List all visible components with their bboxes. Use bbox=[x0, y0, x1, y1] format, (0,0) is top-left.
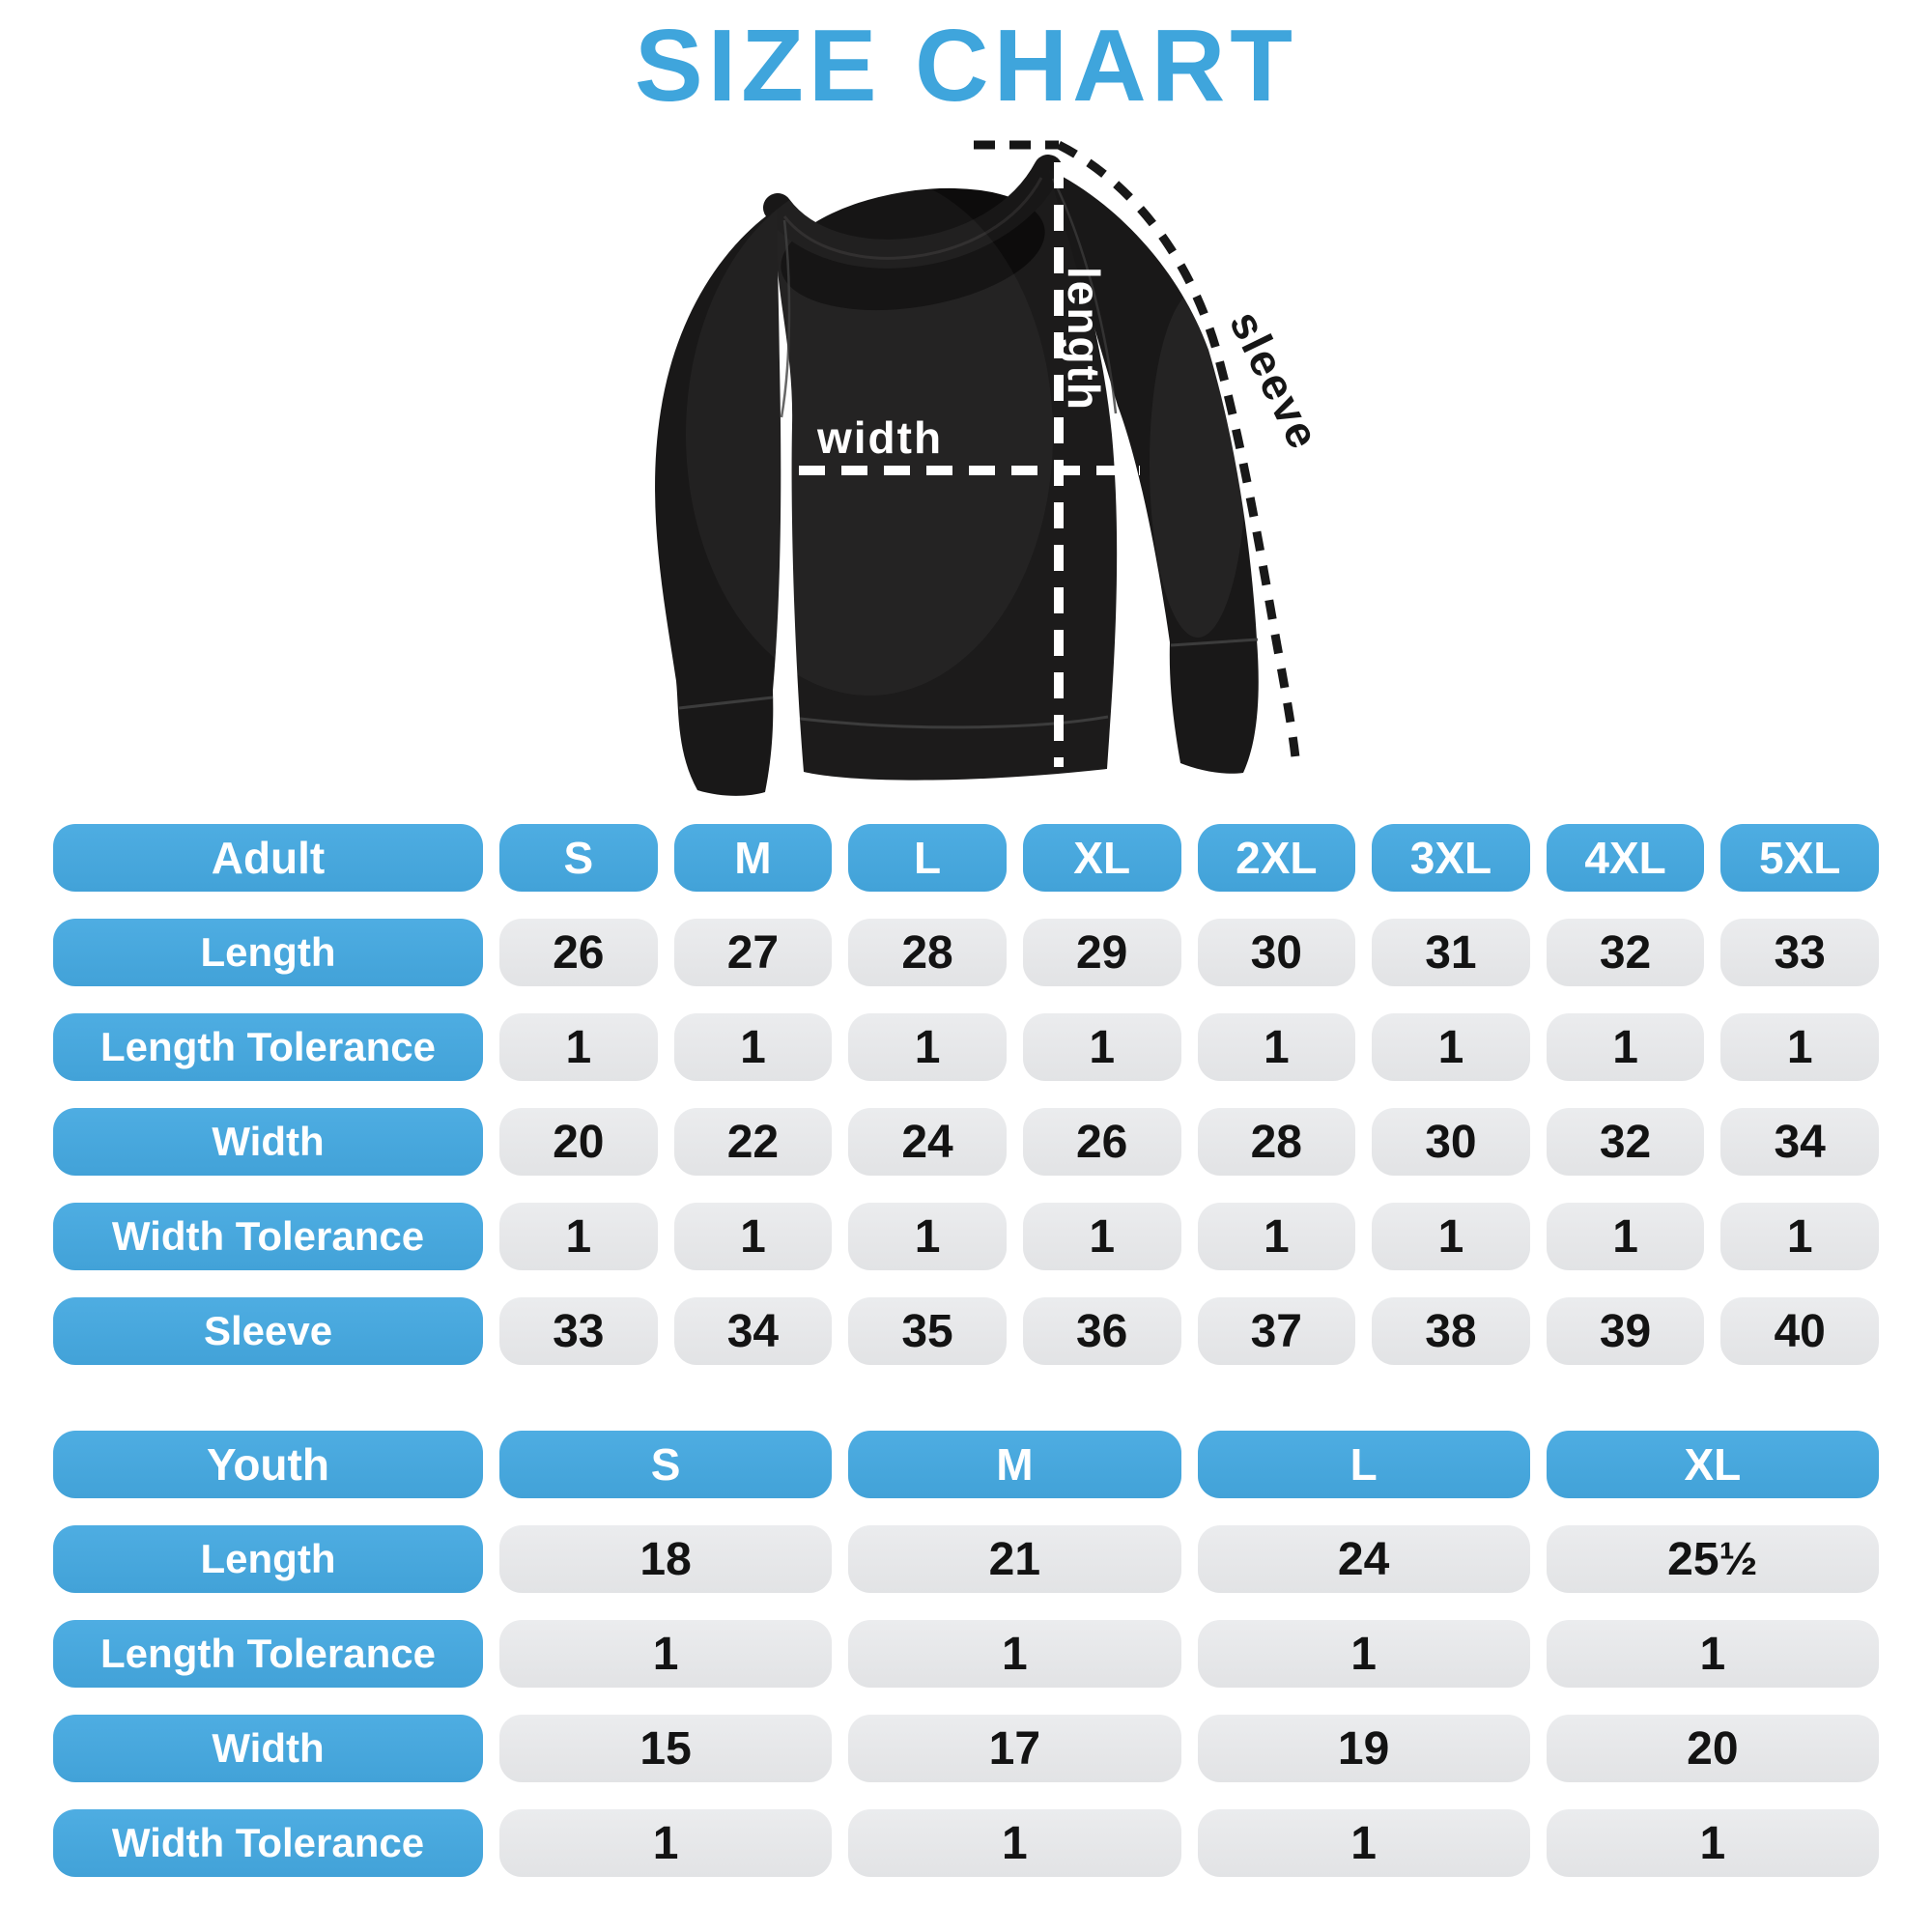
value-cell: 31 bbox=[1372, 919, 1530, 986]
value-cell: 1 bbox=[1022, 1013, 1181, 1081]
size-column-header: M bbox=[673, 824, 833, 892]
size-column-header: 4XL bbox=[1546, 824, 1705, 892]
value-cell: 1 bbox=[673, 1013, 833, 1081]
value-cell: 20 bbox=[1546, 1715, 1879, 1782]
row-label: Length Tolerance bbox=[53, 1620, 483, 1688]
row-label: Width bbox=[53, 1108, 483, 1176]
value-cell: 1 bbox=[1197, 1203, 1356, 1270]
value-cell: 1 bbox=[1197, 1809, 1530, 1877]
value-cell: 1 bbox=[499, 1809, 833, 1877]
value-cell: 25½ bbox=[1546, 1525, 1879, 1593]
value-cell: 20 bbox=[499, 1108, 658, 1176]
value-cell: 17 bbox=[848, 1715, 1181, 1782]
value-cell: 37 bbox=[1197, 1297, 1356, 1365]
left-sleeve-seam bbox=[780, 219, 791, 418]
size-column-header: S bbox=[499, 1431, 833, 1498]
value-cell: 21 bbox=[848, 1525, 1181, 1593]
row-label: Width bbox=[53, 1715, 483, 1782]
value-cell: 28 bbox=[848, 919, 1007, 986]
value-cell: 15 bbox=[499, 1715, 833, 1782]
value-cell: 1 bbox=[1546, 1013, 1705, 1081]
collar-seam bbox=[782, 177, 1043, 260]
value-cell: 18 bbox=[499, 1525, 833, 1593]
value-cell: 1 bbox=[1546, 1203, 1705, 1270]
value-cell: 27 bbox=[673, 919, 833, 986]
value-cell: 24 bbox=[848, 1108, 1007, 1176]
waistband-seam bbox=[799, 715, 1109, 729]
value-cell: 39 bbox=[1546, 1297, 1705, 1365]
value-cell: 1 bbox=[1546, 1620, 1879, 1688]
size-column-header: L bbox=[848, 824, 1007, 892]
value-cell: 1 bbox=[1372, 1013, 1530, 1081]
value-cell: 38 bbox=[1372, 1297, 1530, 1365]
row-label: Length bbox=[53, 1525, 483, 1593]
row-label: Width Tolerance bbox=[53, 1203, 483, 1270]
sleeve-measure-line bbox=[1056, 140, 1300, 758]
size-column-header: XL bbox=[1022, 824, 1181, 892]
value-cell: 1 bbox=[1720, 1013, 1879, 1081]
value-cell: 35 bbox=[848, 1297, 1007, 1365]
left-sleeve bbox=[655, 208, 781, 796]
size-column-header: M bbox=[848, 1431, 1181, 1498]
row-label: Length Tolerance bbox=[53, 1013, 483, 1081]
row-label: Width Tolerance bbox=[53, 1809, 483, 1877]
value-cell: 24 bbox=[1197, 1525, 1530, 1593]
value-cell: 33 bbox=[1720, 919, 1879, 986]
value-cell: 1 bbox=[1372, 1203, 1530, 1270]
left-cuff-seam bbox=[678, 696, 774, 710]
adult-size-table: Adult S M L XL 2XL 3XL 4XL 5XL Length 26 27 28 29 30 31… bbox=[53, 824, 1879, 1365]
value-cell: 1 bbox=[673, 1203, 833, 1270]
value-cell: 30 bbox=[1372, 1108, 1530, 1176]
row-label: Sleeve bbox=[53, 1297, 483, 1365]
right-cuff-seam bbox=[1170, 638, 1259, 647]
value-cell: 40 bbox=[1720, 1297, 1879, 1365]
value-cell: 1 bbox=[1546, 1809, 1879, 1877]
fabric-sheen bbox=[686, 174, 1053, 696]
value-cell: 1 bbox=[1720, 1203, 1879, 1270]
value-cell: 1 bbox=[1197, 1620, 1530, 1688]
value-cell: 32 bbox=[1546, 919, 1705, 986]
size-column-header: XL bbox=[1546, 1431, 1879, 1498]
length-label: length bbox=[1059, 267, 1109, 412]
value-cell: 1 bbox=[1022, 1203, 1181, 1270]
value-cell: 1 bbox=[848, 1620, 1181, 1688]
value-cell: 1 bbox=[1197, 1013, 1356, 1081]
value-cell: 26 bbox=[499, 919, 658, 986]
value-cell: 34 bbox=[673, 1297, 833, 1365]
right-sleeve-seam bbox=[1051, 178, 1118, 414]
value-cell: 1 bbox=[499, 1620, 833, 1688]
value-cell: 32 bbox=[1546, 1108, 1705, 1176]
value-cell: 29 bbox=[1022, 919, 1181, 986]
value-cell: 1 bbox=[499, 1013, 658, 1081]
size-column-header: 2XL bbox=[1197, 824, 1356, 892]
size-column-header: L bbox=[1197, 1431, 1530, 1498]
size-column-header: 5XL bbox=[1720, 824, 1879, 892]
value-cell: 28 bbox=[1197, 1108, 1356, 1176]
table-header-label: Youth bbox=[53, 1431, 483, 1498]
value-cell: 33 bbox=[499, 1297, 658, 1365]
value-cell: 34 bbox=[1720, 1108, 1879, 1176]
width-label: width bbox=[816, 412, 943, 463]
page-title: SIZE CHART bbox=[635, 9, 1297, 123]
size-column-header: 3XL bbox=[1372, 824, 1530, 892]
table-header-label: Adult bbox=[53, 824, 483, 892]
value-cell: 1 bbox=[499, 1203, 658, 1270]
value-cell: 1 bbox=[848, 1203, 1007, 1270]
value-cell: 19 bbox=[1197, 1715, 1530, 1782]
value-cell: 36 bbox=[1022, 1297, 1181, 1365]
size-column-header: S bbox=[499, 824, 658, 892]
value-cell: 30 bbox=[1197, 919, 1356, 986]
row-label: Length bbox=[53, 919, 483, 986]
youth-size-table: Youth S M L XL Length 18 21 24 25½ Length Toleranc… bbox=[53, 1431, 1879, 1877]
value-cell: 1 bbox=[848, 1809, 1181, 1877]
garment-diagram: width length sleeve bbox=[655, 140, 1330, 796]
value-cell: 22 bbox=[673, 1108, 833, 1176]
value-cell: 1 bbox=[848, 1013, 1007, 1081]
value-cell: 26 bbox=[1022, 1108, 1181, 1176]
